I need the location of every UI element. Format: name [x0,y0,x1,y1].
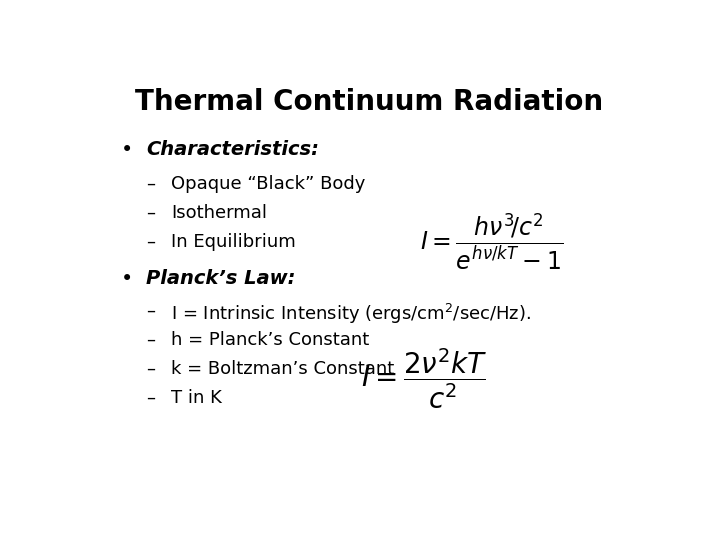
Text: •: • [121,140,133,160]
Text: –: – [145,233,155,251]
Text: Opaque “Black” Body: Opaque “Black” Body [171,175,365,193]
Text: Thermal Continuum Radiation: Thermal Continuum Radiation [135,87,603,116]
Text: h = Planck’s Constant: h = Planck’s Constant [171,331,369,349]
Text: Isothermal: Isothermal [171,204,267,222]
Text: –: – [145,204,155,222]
Text: Characteristics:: Characteristics: [145,140,319,159]
Text: k = Boltzman’s Constant: k = Boltzman’s Constant [171,360,394,378]
Text: –: – [145,389,155,407]
Text: In Equilibrium: In Equilibrium [171,233,296,251]
Text: Planck’s Law:: Planck’s Law: [145,268,295,287]
Text: $I = \dfrac{h\nu^3\!/c^2}{e^{h\nu/kT} - 1}$: $I = \dfrac{h\nu^3\!/c^2}{e^{h\nu/kT} - … [420,211,564,272]
Text: –: – [145,360,155,378]
Text: I = Intrinsic Intensity (ergs/cm$^2$/sec/Hz).: I = Intrinsic Intensity (ergs/cm$^2$/sec… [171,302,531,326]
Text: –: – [145,302,155,320]
Text: $I = \dfrac{2\nu^2 kT}{c^2}$: $I = \dfrac{2\nu^2 kT}{c^2}$ [361,347,488,411]
Text: –: – [145,331,155,349]
Text: T in K: T in K [171,389,222,407]
Text: –: – [145,175,155,193]
Text: •: • [121,268,133,288]
